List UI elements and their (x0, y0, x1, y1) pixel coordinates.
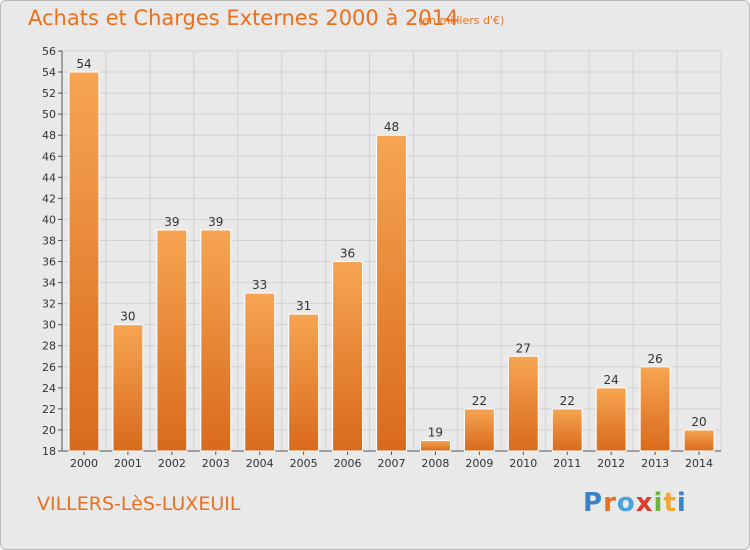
y-tick-label: 40 (42, 213, 56, 226)
y-tick-label: 52 (42, 87, 56, 100)
bar (507, 355, 539, 452)
y-tick-label: 34 (42, 277, 56, 290)
data-label: 27 (516, 341, 531, 355)
x-tick-label: 2004 (246, 457, 274, 470)
y-tick-label: 18 (42, 445, 56, 458)
y-tick-label: 42 (42, 192, 56, 205)
logo-letter: i (653, 488, 664, 518)
bar (551, 408, 583, 452)
data-label: 20 (691, 415, 706, 429)
logo-letter: i (676, 488, 687, 518)
chart-title: Achats et Charges Externes 2000 à 2014 (28, 6, 459, 30)
data-label: 54 (76, 57, 91, 71)
y-tick-label: 20 (42, 424, 56, 437)
data-label: 30 (120, 310, 135, 324)
y-tick-label: 30 (42, 319, 56, 332)
bar (683, 429, 715, 452)
y-tick-label: 54 (42, 66, 56, 79)
y-tick-label: 46 (42, 150, 56, 163)
bar (595, 387, 627, 452)
logo-letter: P (583, 488, 604, 518)
bar (156, 229, 188, 452)
bar (639, 366, 671, 452)
bar (112, 324, 144, 452)
logo-letter: o (616, 488, 636, 518)
data-label: 31 (296, 299, 311, 313)
data-labels: 54 30 39 39 33 31 36 48 19 22 27 22 24 26 20 (76, 57, 706, 439)
x-tick-label: 2001 (114, 457, 142, 470)
x-tick-label: 2006 (334, 457, 362, 470)
x-tick-label: 2000 (70, 457, 98, 470)
logo-letter: t (663, 488, 677, 518)
bar (200, 229, 232, 452)
bar (244, 292, 276, 452)
bar (68, 71, 100, 452)
y-tick-label: 38 (42, 234, 56, 247)
bar (376, 134, 407, 452)
bars (68, 71, 715, 452)
data-label: 39 (208, 215, 223, 229)
y-tick-label: 32 (42, 298, 56, 311)
data-label: 48 (384, 120, 399, 134)
y-tick-label: 22 (42, 403, 56, 416)
data-label: 24 (604, 373, 619, 387)
x-tick-label: 2013 (641, 457, 669, 470)
bar (419, 439, 451, 452)
y-tick-label: 36 (42, 256, 56, 269)
y-tick-label: 28 (42, 340, 56, 353)
x-tick-label: 2014 (685, 457, 713, 470)
data-label: 19 (428, 425, 443, 439)
y-tick-label: 48 (42, 129, 56, 142)
logo-letter: r (603, 488, 617, 518)
x-tick-label: 2012 (597, 457, 625, 470)
data-label: 22 (560, 394, 575, 408)
bar (288, 313, 320, 452)
y-tick-label: 44 (42, 171, 56, 184)
x-tick-label: 2005 (290, 457, 318, 470)
x-tick-label: 2009 (465, 457, 493, 470)
data-label: 33 (252, 278, 267, 292)
bar (463, 408, 495, 452)
y-tick-label: 50 (42, 108, 56, 121)
proxiti-logo[interactable]: Proxiti (583, 488, 687, 518)
x-tick-label: 2007 (378, 457, 406, 470)
x-tick-label: 2003 (202, 457, 230, 470)
y-tick-label: 24 (42, 382, 56, 395)
data-label: 26 (647, 352, 662, 366)
chart-subtitle: (en milliers d'€) (418, 14, 505, 27)
x-tick-label: 2008 (421, 457, 449, 470)
data-label: 36 (340, 247, 355, 261)
y-tick-label: 26 (42, 361, 56, 374)
x-tick-label: 2002 (158, 457, 186, 470)
data-label: 22 (472, 394, 487, 408)
bar (332, 261, 364, 452)
x-tick-label: 2010 (509, 457, 537, 470)
y-tick-label: 56 (42, 45, 56, 58)
x-tick-label: 2011 (553, 457, 581, 470)
logo-letter: x (635, 488, 654, 518)
data-label: 39 (164, 215, 179, 229)
place-name: VILLERS-LèS-LUXEUIL (37, 493, 241, 515)
